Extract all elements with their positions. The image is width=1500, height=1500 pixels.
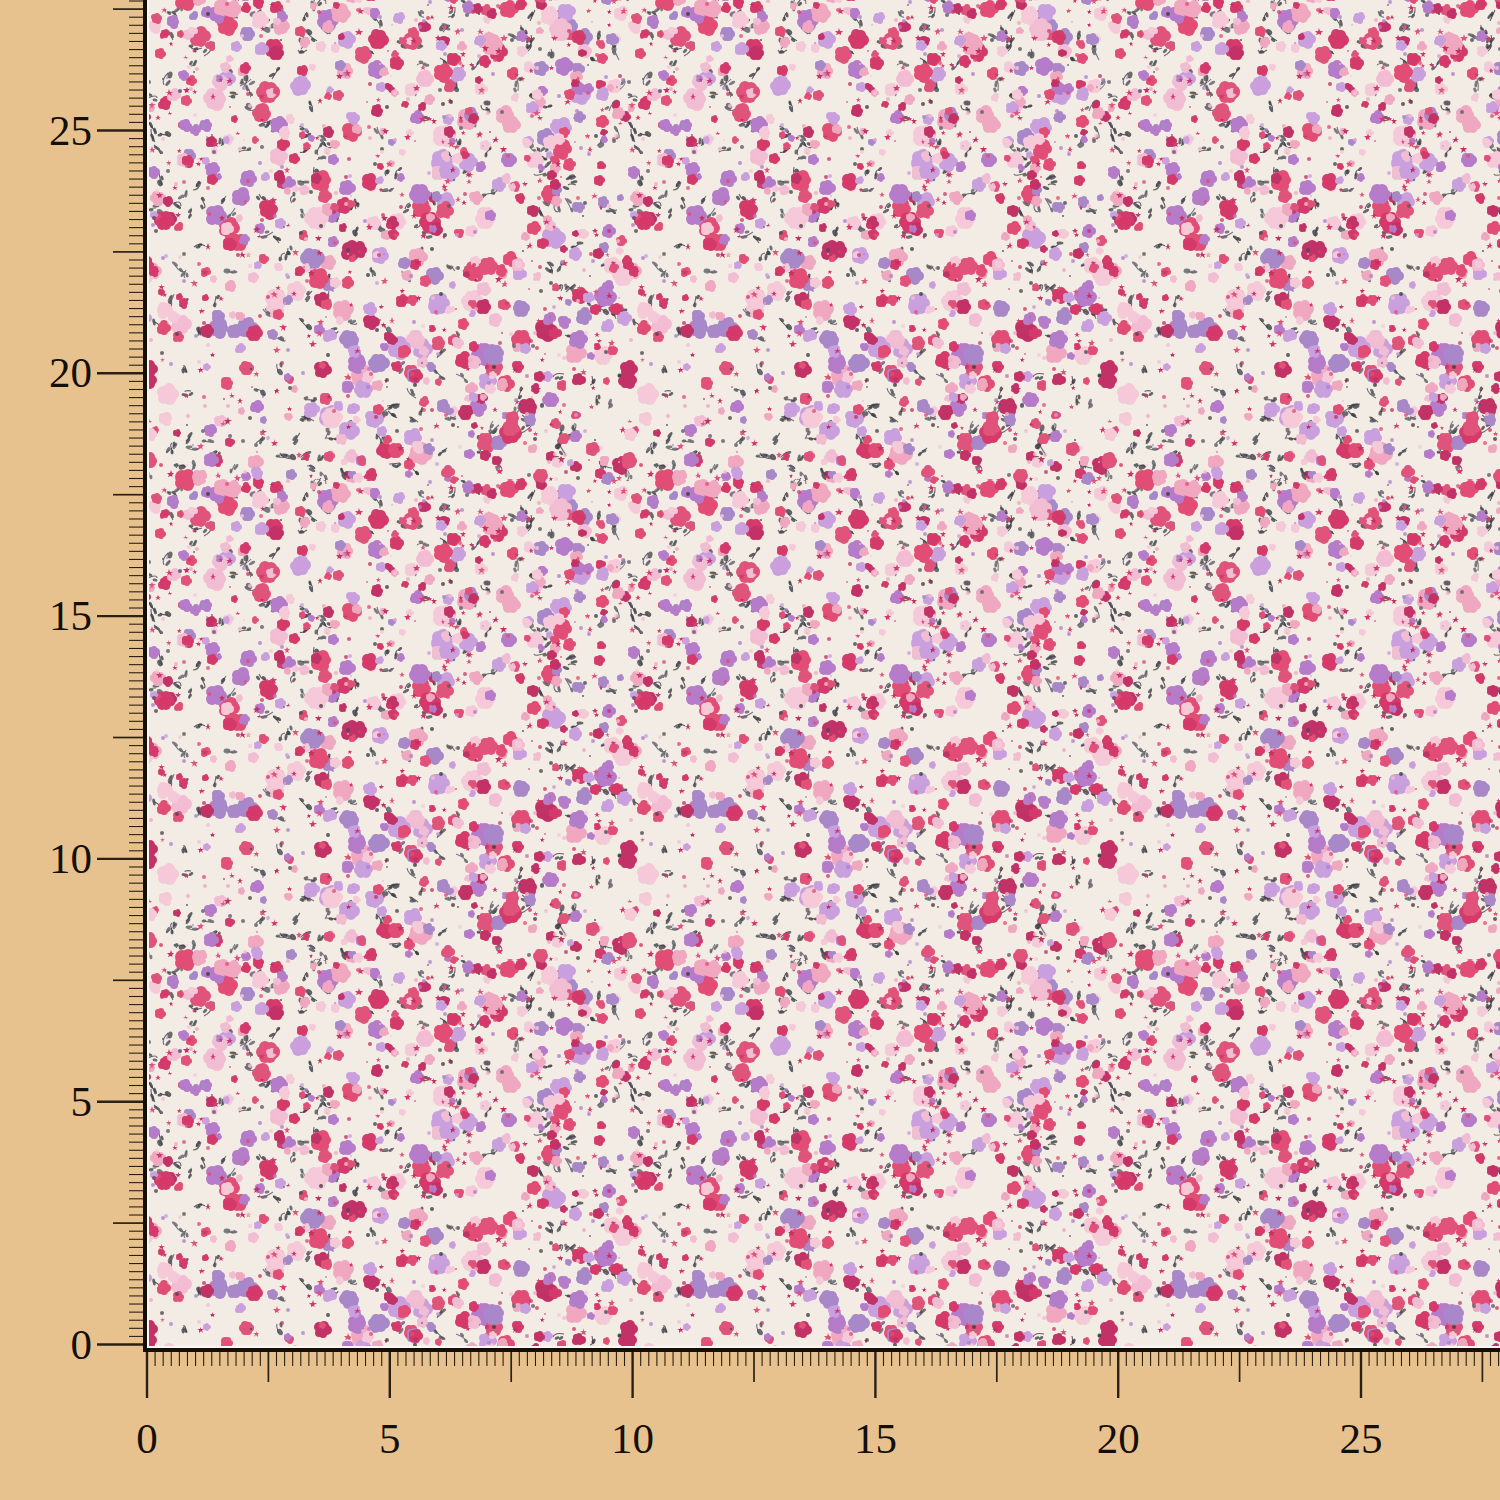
- svg-text:0: 0: [71, 1321, 93, 1368]
- svg-text:5: 5: [71, 1078, 93, 1125]
- svg-text:5: 5: [379, 1415, 401, 1462]
- svg-text:15: 15: [854, 1415, 897, 1462]
- svg-text:0: 0: [136, 1415, 158, 1462]
- svg-text:20: 20: [49, 349, 92, 396]
- svg-text:25: 25: [1340, 1415, 1383, 1462]
- svg-text:10: 10: [49, 835, 92, 882]
- svg-text:15: 15: [49, 592, 92, 639]
- svg-text:10: 10: [611, 1415, 654, 1462]
- svg-text:25: 25: [49, 107, 92, 154]
- svg-text:20: 20: [1097, 1415, 1140, 1462]
